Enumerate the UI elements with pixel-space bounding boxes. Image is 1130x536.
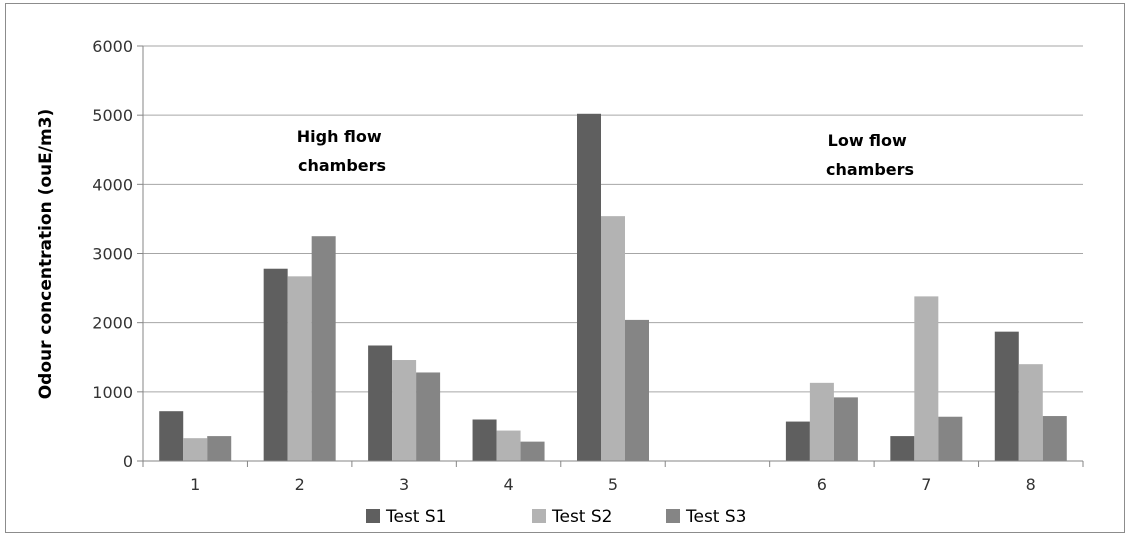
annotation-low-flow-line-1: Low flow [828,131,907,150]
axes: 0 1000 2000 3000 4000 5000 6000 1 2 3 4 5 6 7 8 [92,37,1084,494]
y-tick-label: 4000 [92,175,133,194]
bar-test-s3-cat-3 [416,372,441,461]
bar-test-s1-cat-6 [785,421,810,461]
bar-test-s2-cat-3 [392,360,417,461]
x-tick-label: 4 [503,475,513,494]
bar-test-s1-cat-4 [472,419,497,461]
x-tick-label: 8 [1026,475,1036,494]
bar-test-s1-cat-5 [577,113,601,462]
bar-test-s2-cat-6 [809,382,834,461]
x-tick-label: 1 [190,475,200,494]
legend-label: Test S1 [385,507,447,527]
annotation-low-flow-line-2: chambers [826,160,914,179]
y-tick-label: 6000 [92,37,133,56]
bar-test-s3-cat-8 [1042,416,1067,461]
bar-test-s3-cat-7 [938,416,963,461]
bar-test-s2-cat-8 [1018,364,1043,461]
annotation-high-flow: High flow chambers [297,127,388,175]
bar-test-s3-cat-5 [625,319,649,461]
bar-test-s2-cat-2 [287,276,312,461]
bar-test-s2-cat-4 [496,430,521,461]
bar-test-s3-cat-2 [311,236,336,461]
bar-test-s2-cat-7 [914,296,939,461]
x-tick-label: 6 [817,475,827,494]
annotation-high-flow-line-2: chambers [298,156,386,175]
y-tick-label: 5000 [92,106,133,125]
legend-label: Test S3 [685,507,747,527]
legend-swatch [532,509,546,523]
y-tick-label: 2000 [92,314,133,333]
annotation-high-flow-line-1: High flow [297,127,382,146]
bar-test-s2-cat-5 [601,216,625,461]
legend-label: Test S2 [551,507,613,527]
x-tick-label: 2 [295,475,305,494]
bar-test-s3-cat-6 [833,397,858,461]
annotation-low-flow: Low flow chambers [826,131,914,179]
bar-test-s1-cat-7 [890,436,915,461]
bars [159,113,1067,462]
x-tick-label: 5 [608,475,618,494]
legend: Test S1 Test S2 Test S3 [366,507,747,527]
x-tick-label: 7 [921,475,931,494]
legend-swatch [366,509,380,523]
bar-test-s1-cat-3 [368,345,393,461]
y-tick-label: 3000 [92,245,133,264]
bar-test-s3-cat-4 [520,441,545,461]
bar-test-s1-cat-8 [994,331,1019,461]
bar-test-s1-cat-2 [263,268,288,461]
y-tick-label: 0 [123,452,133,471]
y-tick-label: 1000 [92,383,133,402]
x-tick-label: 3 [399,475,409,494]
bar-test-s2-cat-1 [183,438,208,461]
bar-test-s3-cat-1 [207,436,232,461]
legend-swatch [666,509,680,523]
bar-test-s1-cat-1 [159,411,184,461]
y-axis-label: Odour concentration (ouE/m3) [36,109,56,400]
